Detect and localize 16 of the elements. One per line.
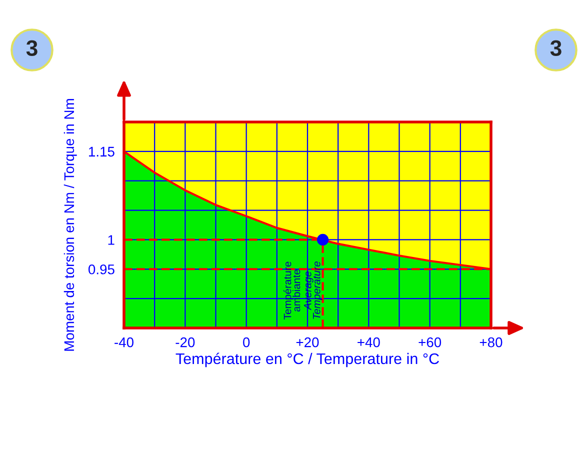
annotation: Average Temperature [304,261,322,319]
x-tick-label: +80 [480,337,502,348]
x-tick-label: -40 [114,337,134,348]
text: 3 [550,40,562,56]
x-tick-label: +40 [358,337,380,348]
x-tick-label: +20 [296,337,319,348]
text: 3 [26,40,38,56]
x-tick-label: -20 [176,337,195,348]
annotation: Température ambiante [283,262,300,320]
y-axis-title: Moment de torsion en Nm / Torque in Nm [64,99,77,351]
x-tick-label: +60 [418,337,442,348]
x-tick-label: 0 [243,337,250,348]
x-axis-title: Température en °C / Temperature in °C [176,352,439,368]
y-tick-label: 0.95 [88,264,114,274]
y-tick-label: 1.15 [89,146,114,157]
y-tick-label: 1 [108,235,114,245]
